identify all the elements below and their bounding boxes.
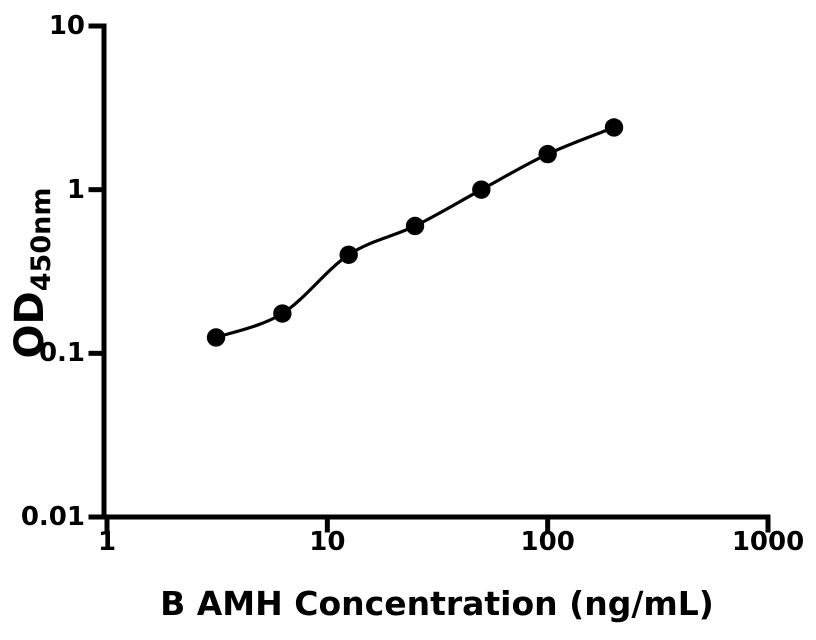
y-tick-label-1: 1 xyxy=(66,174,85,205)
x-tick-label-1000: 1000 xyxy=(731,527,805,557)
y-tick-label-0-01: 0.01 xyxy=(20,502,85,532)
data-point-marker xyxy=(206,328,226,347)
axes-spines xyxy=(101,23,771,520)
data-point-marker xyxy=(405,216,425,236)
data-point-marker xyxy=(604,118,624,137)
y-axis-title-main: OD xyxy=(7,291,53,359)
x-axis-title: B AMH Concentration (ng/mL) xyxy=(160,584,714,623)
y-tick-label-10: 10 xyxy=(48,11,85,41)
x-tick-label-1: 1 xyxy=(97,527,117,557)
data-point-marker xyxy=(472,180,491,199)
y-axis-title: OD450nm xyxy=(7,188,57,359)
data-point-marker xyxy=(273,304,292,323)
x-tick-label-100: 100 xyxy=(520,527,575,557)
data-point-marker xyxy=(538,144,557,164)
x-tick-label-10: 10 xyxy=(309,527,346,557)
y-tick-label-0-1: 0.1 xyxy=(38,338,85,369)
data-point-marker xyxy=(339,245,358,264)
y-axis-title-subscript: 450nm xyxy=(26,187,57,292)
